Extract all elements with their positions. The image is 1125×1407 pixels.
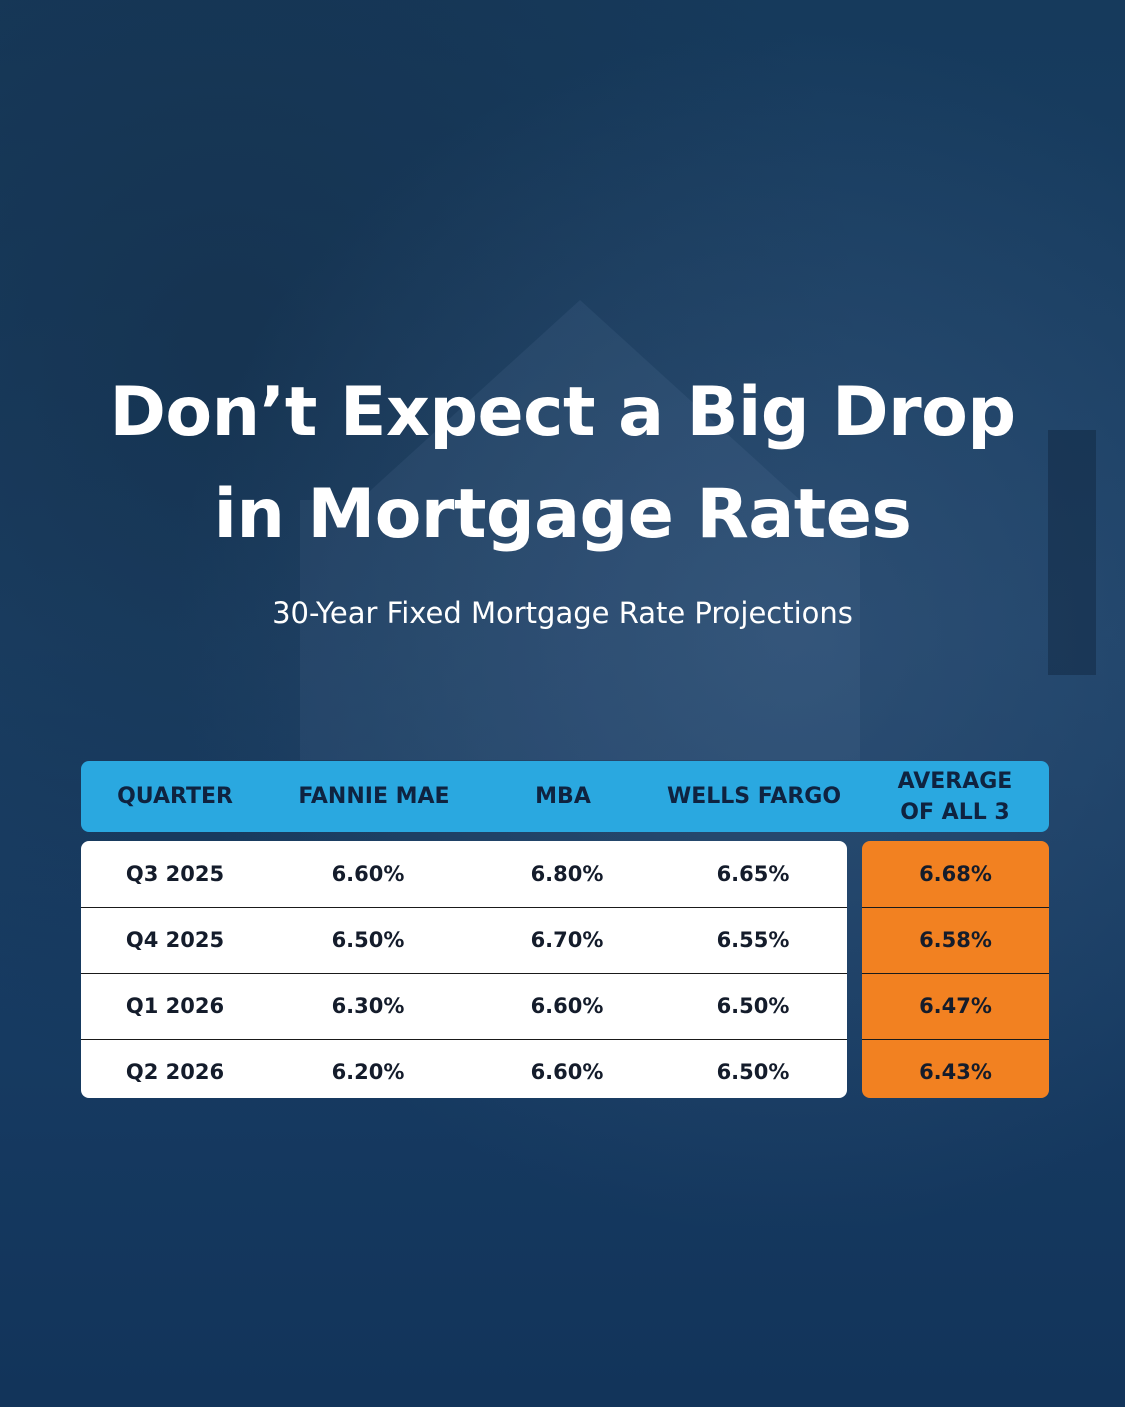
table-body: Q3 2025 6.60% 6.80% 6.65% Q4 2025 6.50% … (81, 841, 847, 1098)
table-row: Q4 2025 6.50% 6.70% 6.55% (81, 907, 847, 974)
cell-average: 6.47% (919, 994, 992, 1018)
table-header: QUARTER FANNIE MAE MBA WELLS FARGO AVERA… (81, 761, 1049, 832)
cell-average: 6.58% (919, 928, 992, 952)
column-header-wells-fargo: WELLS FARGO (666, 784, 842, 809)
cell-mba: 6.60% (530, 994, 604, 1018)
title-line-2: in Mortgage Rates (213, 475, 912, 554)
background-house-wall (300, 500, 860, 760)
cell-quarter: Q1 2026 (125, 994, 225, 1018)
cell-fannie-mae: 6.50% (331, 928, 405, 952)
average-row: 6.47% (862, 973, 1049, 1040)
cell-mba: 6.60% (530, 1060, 604, 1084)
subtitle: 30-Year Fixed Mortgage Rate Projections (272, 596, 853, 630)
column-header-fannie-mae: FANNIE MAE (298, 784, 450, 809)
table-row: Q1 2026 6.30% 6.60% 6.50% (81, 973, 847, 1040)
cell-quarter: Q3 2025 (125, 862, 225, 886)
cell-average: 6.43% (919, 1060, 992, 1084)
cell-wells-fargo: 6.50% (716, 1060, 790, 1084)
table-row: Q3 2025 6.60% 6.80% 6.65% (81, 841, 847, 908)
column-header-average: AVERAGE OF ALL 3 (897, 768, 1013, 825)
cell-quarter: Q4 2025 (125, 928, 225, 952)
average-column: 6.68% 6.58% 6.47% 6.43% (862, 841, 1049, 1098)
cell-mba: 6.70% (530, 928, 604, 952)
average-row: 6.43% (862, 1039, 1049, 1098)
column-header-mba: MBA (535, 784, 591, 809)
background-window (1048, 430, 1096, 675)
page-title: Don’t Expect a Big Drop in Mortgage Rate… (0, 362, 1125, 566)
column-header-quarter: QUARTER (117, 784, 233, 809)
table-row: Q2 2026 6.20% 6.60% 6.50% (81, 1039, 847, 1098)
average-row: 6.68% (862, 841, 1049, 908)
cell-wells-fargo: 6.65% (716, 862, 790, 886)
cell-average: 6.68% (919, 862, 992, 886)
cell-fannie-mae: 6.30% (331, 994, 405, 1018)
cell-quarter: Q2 2026 (125, 1060, 225, 1084)
cell-mba: 6.80% (530, 862, 604, 886)
cell-fannie-mae: 6.20% (331, 1060, 405, 1084)
title-line-1: Don’t Expect a Big Drop (109, 373, 1016, 452)
background-house-roof (360, 300, 800, 500)
cell-wells-fargo: 6.55% (716, 928, 790, 952)
average-row: 6.58% (862, 907, 1049, 974)
cell-fannie-mae: 6.60% (331, 862, 405, 886)
cell-wells-fargo: 6.50% (716, 994, 790, 1018)
